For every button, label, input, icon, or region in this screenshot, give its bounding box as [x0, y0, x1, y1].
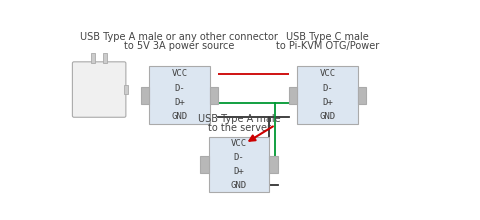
Text: GND: GND: [319, 112, 336, 121]
Text: GND: GND: [231, 181, 247, 189]
FancyBboxPatch shape: [72, 62, 126, 117]
Bar: [358, 87, 366, 104]
Bar: [149, 66, 210, 124]
Text: USB Type A male or any other connector: USB Type A male or any other connector: [81, 32, 278, 42]
Bar: [141, 87, 149, 104]
Bar: [210, 87, 218, 104]
Bar: [269, 156, 278, 172]
Bar: [200, 156, 209, 172]
Text: D-: D-: [174, 84, 185, 93]
Text: D-: D-: [234, 153, 244, 162]
Text: USB Type A male: USB Type A male: [198, 114, 280, 124]
Text: to the server: to the server: [207, 123, 271, 133]
Bar: [288, 87, 297, 104]
Text: VCC: VCC: [171, 69, 187, 78]
Bar: [209, 136, 269, 192]
Text: D-: D-: [322, 84, 333, 93]
Text: to Pi-KVM OTG/Power: to Pi-KVM OTG/Power: [276, 41, 379, 51]
Text: D+: D+: [234, 167, 244, 176]
Text: VCC: VCC: [319, 69, 336, 78]
Bar: [124, 85, 128, 94]
Text: USB Type C male: USB Type C male: [286, 32, 369, 42]
Text: to 5V 3A power source: to 5V 3A power source: [124, 41, 235, 51]
Text: VCC: VCC: [231, 139, 247, 148]
Bar: [103, 53, 107, 63]
Text: D+: D+: [174, 98, 185, 107]
Text: GND: GND: [171, 112, 187, 121]
Text: D+: D+: [322, 98, 333, 107]
Bar: [297, 66, 358, 124]
Bar: [91, 53, 95, 63]
